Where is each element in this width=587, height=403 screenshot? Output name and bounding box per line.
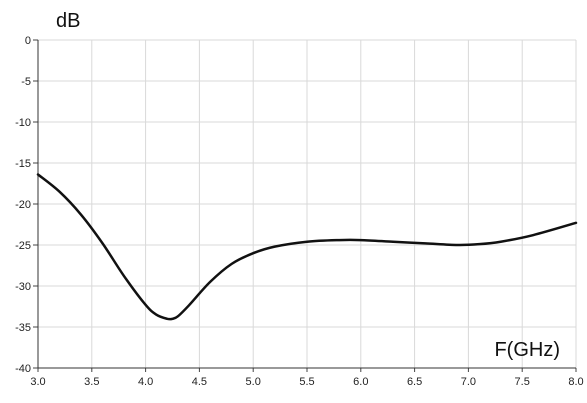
x-tick-label: 5.0 (246, 376, 261, 388)
x-tick-label: 6.0 (353, 376, 368, 388)
x-tick-label: 3.0 (30, 376, 45, 388)
y-tick-label: -10 (15, 117, 31, 129)
series-layer (36, 173, 578, 321)
x-tick-label: 4.5 (192, 376, 207, 388)
y-tick-label: -5 (21, 76, 31, 88)
y-axis-title: dB (56, 10, 80, 32)
y-tick-label: -35 (15, 322, 31, 334)
axes (33, 39, 577, 372)
y-tick-label: -25 (15, 240, 31, 252)
y-tick-label: -20 (15, 199, 31, 211)
x-tick-label: 5.5 (299, 376, 314, 388)
series-line (36, 173, 578, 321)
tick-labels: 3.0 3.5 4.0 4.5 5.0 5.5 6.0 6.5 7.0 7.5 8.0 0 -5 -10 -… (15, 35, 584, 388)
x-tick-label: 6.5 (407, 376, 422, 388)
y-tick-label: -15 (15, 158, 31, 170)
x-tick-label: 7.5 (515, 376, 530, 388)
y-tick-label: 0 (25, 35, 31, 47)
x-tick-label: 4.0 (138, 376, 153, 388)
x-tick-label: 8.0 (568, 376, 583, 388)
x-tick-label: 3.5 (84, 376, 99, 388)
y-tick-label: -40 (15, 363, 31, 375)
x-tick-label: 7.0 (461, 376, 476, 388)
x-axis-title: F(GHz) (494, 339, 560, 361)
y-tick-label: -30 (15, 281, 31, 293)
